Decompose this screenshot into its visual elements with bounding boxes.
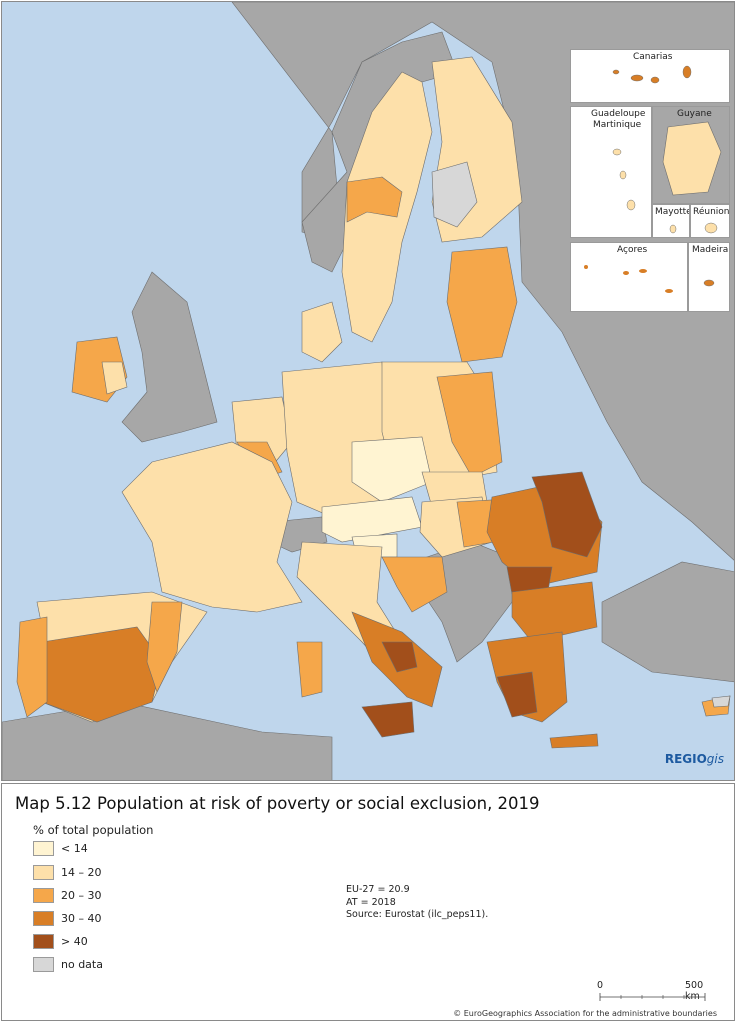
region-aland-no-data — [431, 161, 478, 228]
inset-guyane: Guyane — [652, 106, 730, 204]
inset-acores-map — [584, 265, 673, 293]
legend-heading: % of total population — [33, 823, 154, 837]
region-greece-west — [496, 671, 538, 718]
inset-mayotte-label: Mayotte — [655, 207, 690, 217]
great-britain — [121, 271, 218, 443]
inset-mayotte-map — [669, 224, 677, 234]
inset-reunion-map — [704, 222, 718, 234]
north-africa — [2, 701, 333, 780]
inset-madeira-label: Madeira — [692, 245, 729, 255]
scale-start-label: 0 — [597, 980, 604, 991]
inset-reunion: Réunion — [690, 204, 730, 238]
logo-main: REGIO — [664, 752, 707, 766]
inset-guadeloupe-martinique: Guadeloupe Martinique — [570, 106, 652, 238]
legend-swatch — [33, 841, 54, 856]
inset-canarias-label: Canarias — [633, 52, 673, 62]
region-crete — [549, 733, 599, 749]
map-title: Map 5.12 Population at risk of poverty o… — [15, 794, 540, 813]
inset-guyane-map — [662, 121, 722, 196]
legend-swatch — [33, 934, 54, 949]
inset-madeira: Madeira — [688, 242, 730, 312]
region-spain-east — [146, 601, 183, 693]
region-romania-north-east — [531, 471, 603, 558]
legend-label: 20 – 30 — [61, 889, 102, 902]
inset-canarias: Canarias — [570, 49, 730, 103]
notes: EU-27 = 20.9 AT = 2018 Source: Eurostat … — [346, 884, 488, 922]
legend-label: no data — [61, 958, 103, 971]
scale-end-label: 500 km — [685, 980, 704, 1002]
inset-madeira-map — [703, 279, 715, 287]
region-cyprus-north — [711, 695, 731, 708]
region-france — [121, 441, 303, 613]
legend-label: 30 – 40 — [61, 912, 102, 925]
logo-suffix: gis — [706, 752, 724, 766]
inset-guadeloupe-label: Guadeloupe — [591, 109, 646, 119]
inset-canarias-map — [612, 65, 692, 84]
region-denmark — [301, 301, 343, 363]
legend-panel: Map 5.12 Population at risk of poverty o… — [1, 783, 735, 1021]
inset-acores-label: Açores — [617, 245, 648, 255]
note-at-year: AT = 2018 — [346, 896, 396, 908]
inset-guyane-label: Guyane — [677, 109, 712, 119]
region-portugal — [16, 616, 48, 718]
inset-acores: Açores — [570, 242, 688, 312]
map-frame: Canarias Guadeloupe Martinique Guyane Ma… — [1, 1, 735, 781]
region-baltics — [446, 246, 518, 363]
region-austria — [321, 496, 423, 543]
region-ireland-east — [101, 361, 128, 395]
region-sweden-north — [346, 176, 403, 223]
scale-bar: 0 500 km — [597, 980, 709, 1002]
inset-antilles-map — [612, 148, 636, 211]
region-sardinia — [296, 641, 323, 698]
copyright: © EuroGeographics Association for the ad… — [453, 1009, 717, 1018]
legend-swatch — [33, 957, 54, 972]
turkey-land — [601, 561, 734, 683]
legend-swatch — [33, 888, 54, 903]
note-source: Source: Eurostat (ilc_peps11). — [346, 909, 489, 920]
legend-swatch — [33, 911, 54, 926]
legend-label: 14 – 20 — [61, 866, 102, 879]
inset-reunion-label: Réunion — [693, 207, 730, 217]
region-poland-east — [436, 371, 503, 478]
region-sicily — [361, 701, 415, 738]
inset-mayotte: Mayotte — [652, 204, 690, 238]
region-campania — [381, 641, 418, 673]
legend-label: > 40 — [61, 935, 88, 948]
scale-line — [599, 993, 706, 1001]
regiogis-logo: REGIOgis — [665, 752, 724, 766]
legend-swatch — [33, 865, 54, 880]
region-croatia — [381, 556, 448, 613]
note-eu27: EU-27 = 20.9 — [346, 884, 410, 895]
inset-martinique-label: Martinique — [593, 120, 642, 130]
region-czechia — [351, 436, 433, 503]
region-bulgaria — [511, 581, 598, 643]
legend-label: < 14 — [61, 842, 88, 855]
